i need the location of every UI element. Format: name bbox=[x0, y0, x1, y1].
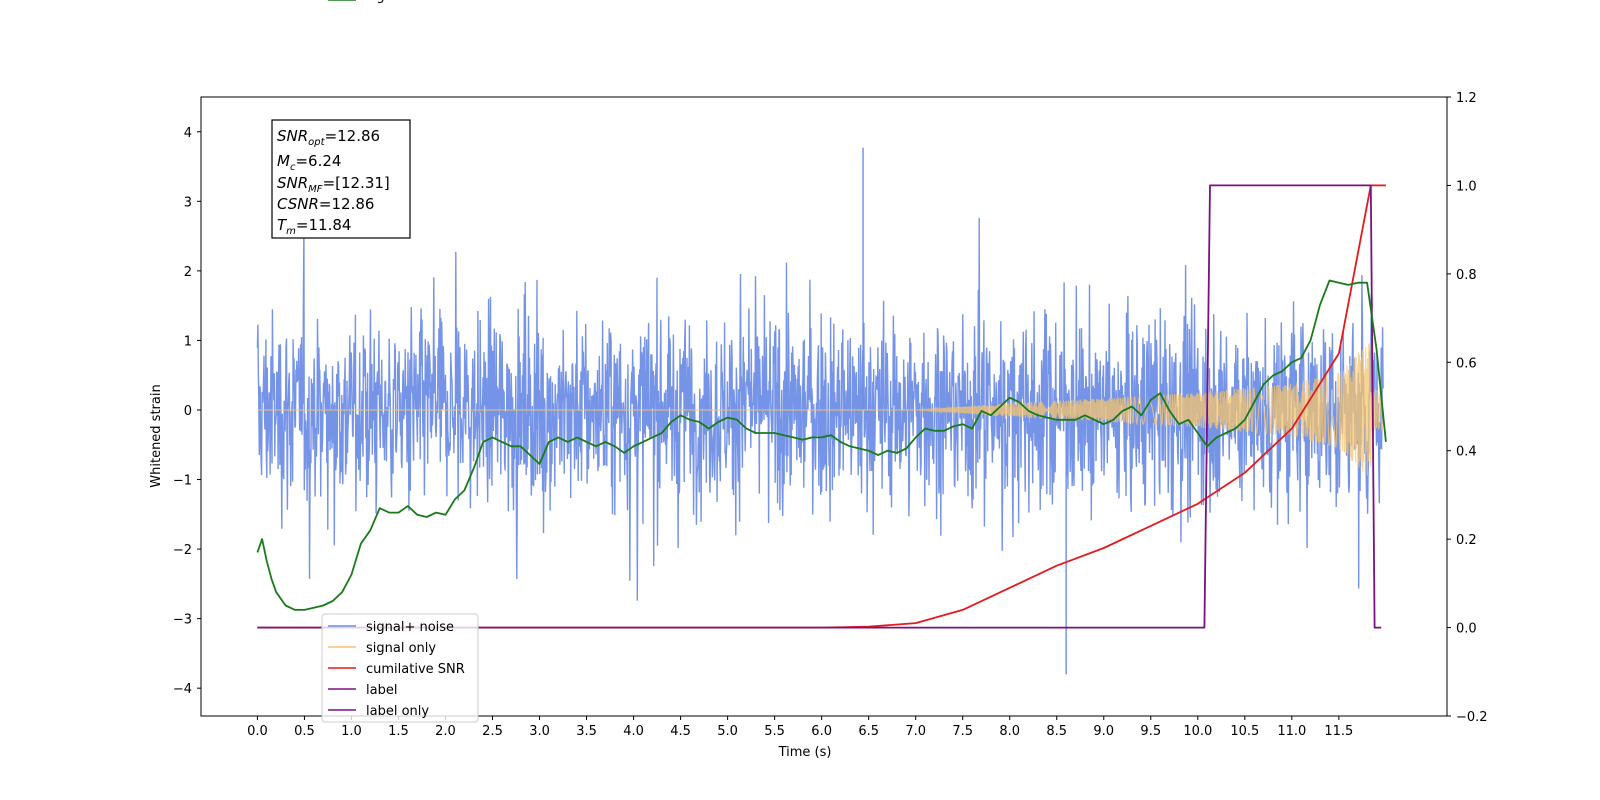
x-tick-label: 8.5 bbox=[1046, 724, 1067, 739]
y2-tick-label: 0.8 bbox=[1456, 268, 1477, 283]
x-tick-label: 1.5 bbox=[388, 724, 409, 739]
legend-label: label only bbox=[366, 704, 429, 719]
annotation-line: SNRMF=[12.31] bbox=[277, 174, 390, 195]
y-tick-label: 2 bbox=[184, 265, 192, 280]
y2-tick-label: 0.2 bbox=[1456, 533, 1477, 548]
y-tick-label: 3 bbox=[184, 195, 192, 210]
x-tick-label: 5.5 bbox=[764, 724, 785, 739]
x-tick-label: 11.5 bbox=[1324, 724, 1353, 739]
legend-label: signal statistics bbox=[366, 0, 467, 4]
x-tick-label: 2.5 bbox=[482, 724, 503, 739]
annotation-line: Tm=11.84 bbox=[277, 216, 351, 237]
y2-tick-label: 1.0 bbox=[1456, 179, 1477, 194]
x-tick-label: 10.5 bbox=[1230, 724, 1259, 739]
x-tick-label: 0.0 bbox=[247, 724, 268, 739]
series-label-line bbox=[257, 184, 1382, 629]
x-tick-label: 11.0 bbox=[1277, 724, 1306, 739]
x-tick-label: 3.0 bbox=[529, 724, 550, 739]
series-signal-only-line bbox=[257, 342, 1384, 476]
y2-tick-label: 0.6 bbox=[1456, 356, 1477, 371]
x-tick-label: 6.0 bbox=[811, 724, 832, 739]
y-tick-label: 4 bbox=[184, 126, 192, 141]
legend-label: signal only bbox=[366, 641, 436, 656]
y-tick-label: 1 bbox=[184, 334, 192, 349]
y-tick-label: −1 bbox=[173, 474, 192, 489]
x-tick-label: 7.5 bbox=[952, 724, 973, 739]
x-tick-label: 2.0 bbox=[435, 724, 456, 739]
y2-tick-label: 0.4 bbox=[1456, 445, 1477, 460]
y2-tick-label: −0.2 bbox=[1456, 710, 1488, 725]
x-tick-label: 9.5 bbox=[1140, 724, 1161, 739]
x-tick-label: 10.0 bbox=[1183, 724, 1212, 739]
axes: 0.0 0.5 1.0 1.5 2.0 2.5 3.0 3.5 4.0 4.5 5.0 5.5 6.0 6… bbox=[173, 91, 1488, 739]
x-tick-label: 1.0 bbox=[341, 724, 362, 739]
x-tick-label: 3.5 bbox=[576, 724, 597, 739]
annotation-box bbox=[271, 119, 411, 239]
legend-label: label bbox=[366, 683, 397, 698]
x-tick-label: 6.5 bbox=[858, 724, 879, 739]
x-tick-label: 8.0 bbox=[999, 724, 1020, 739]
x-tick-label: 0.5 bbox=[294, 724, 315, 739]
legend-label: cumilative SNR bbox=[366, 662, 465, 677]
y-tick-label: −3 bbox=[173, 613, 192, 628]
y2-tick-label: 1.2 bbox=[1456, 91, 1477, 106]
legend-box bbox=[321, 613, 479, 723]
y-tick-label: 0 bbox=[184, 404, 192, 419]
y-tick-label: −4 bbox=[173, 682, 192, 697]
x-tick-label: 4.5 bbox=[670, 724, 691, 739]
y2-tick-label: 0.0 bbox=[1456, 622, 1477, 637]
x-tick-label: 9.0 bbox=[1093, 724, 1114, 739]
legend: signal+ noise signal only cumilative SNR la… bbox=[321, 0, 479, 723]
series-signal-statistics-line bbox=[256, 279, 1387, 611]
x-axis-label: Time (s) bbox=[778, 745, 832, 760]
axes-frame bbox=[200, 96, 1448, 717]
annotation-line: SNRopt=12.86 bbox=[277, 127, 380, 148]
x-tick-label: 5.0 bbox=[717, 724, 738, 739]
plot-area bbox=[256, 147, 1387, 675]
y-tick-label: −2 bbox=[173, 543, 192, 558]
stats-annotation-box: SNRopt=12.86 Mc=6.24SNRMF=[12.31]CSNR=12.… bbox=[271, 119, 411, 239]
series-cumilative-snr-line bbox=[257, 184, 1386, 629]
x-tick-label: 7.0 bbox=[905, 724, 926, 739]
annotation-line: Mc=6.24 bbox=[277, 152, 341, 173]
legend-label: signal+ noise bbox=[366, 620, 454, 635]
y-axis-label: Whitened strain bbox=[149, 384, 164, 487]
annotation-line: CSNR=12.86 bbox=[277, 195, 374, 213]
x-tick-label: 4.0 bbox=[623, 724, 644, 739]
